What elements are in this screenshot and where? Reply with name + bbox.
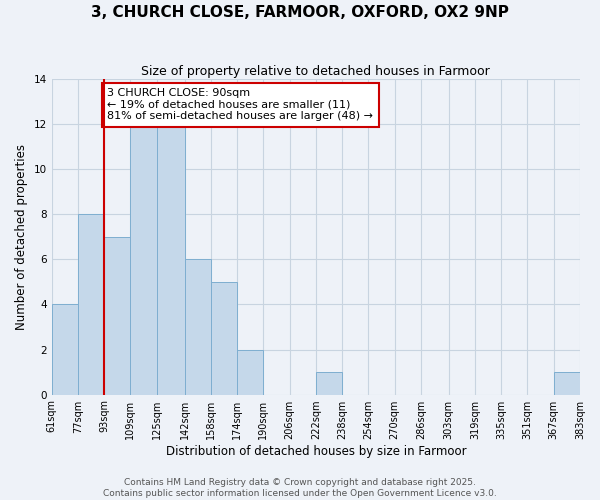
Text: Contains HM Land Registry data © Crown copyright and database right 2025.
Contai: Contains HM Land Registry data © Crown c… <box>103 478 497 498</box>
Bar <box>104 237 130 394</box>
Text: 3, CHURCH CLOSE, FARMOOR, OXFORD, OX2 9NP: 3, CHURCH CLOSE, FARMOOR, OXFORD, OX2 9N… <box>91 5 509 20</box>
Bar <box>316 372 342 394</box>
Bar <box>237 350 263 395</box>
Bar <box>185 260 211 394</box>
Bar <box>78 214 104 394</box>
Title: Size of property relative to detached houses in Farmoor: Size of property relative to detached ho… <box>142 65 490 78</box>
Bar <box>554 372 580 394</box>
X-axis label: Distribution of detached houses by size in Farmoor: Distribution of detached houses by size … <box>166 444 466 458</box>
Bar <box>211 282 237 395</box>
Bar <box>157 124 185 394</box>
Bar <box>130 124 157 394</box>
Y-axis label: Number of detached properties: Number of detached properties <box>15 144 28 330</box>
Text: 3 CHURCH CLOSE: 90sqm
← 19% of detached houses are smaller (11)
81% of semi-deta: 3 CHURCH CLOSE: 90sqm ← 19% of detached … <box>107 88 373 122</box>
Bar <box>52 304 78 394</box>
